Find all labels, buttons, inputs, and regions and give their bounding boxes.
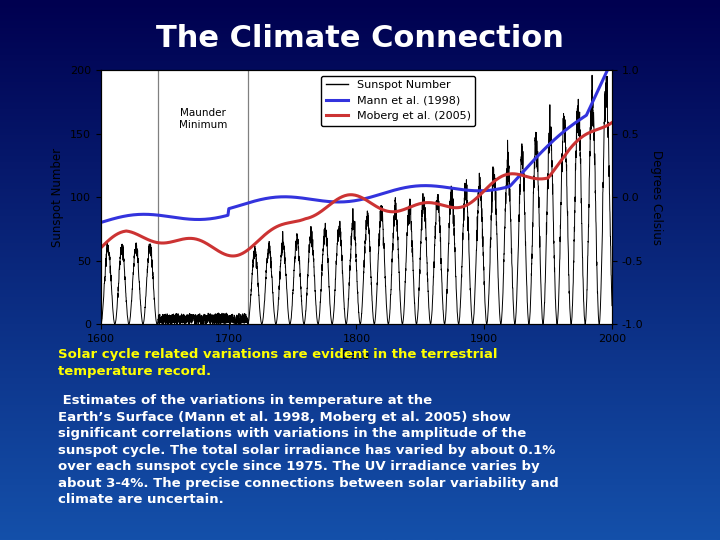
X-axis label: Date: Date [342,349,371,362]
Y-axis label: Degrees Celsius: Degrees Celsius [649,150,663,245]
Text: Solar cycle related variations are evident in the terrestrial
temperature record: Solar cycle related variations are evide… [58,348,497,378]
Text: Estimates of the variations in temperature at the
Earth’s Surface (Mann et al. 1: Estimates of the variations in temperatu… [58,394,558,506]
Text: Maunder
Minimum: Maunder Minimum [179,108,228,130]
Legend: Sunspot Number, Mann et al. (1998), Moberg et al. (2005): Sunspot Number, Mann et al. (1998), Mobe… [321,76,475,126]
Text: The Climate Connection: The Climate Connection [156,24,564,53]
Y-axis label: Sunspot Number: Sunspot Number [51,147,64,247]
